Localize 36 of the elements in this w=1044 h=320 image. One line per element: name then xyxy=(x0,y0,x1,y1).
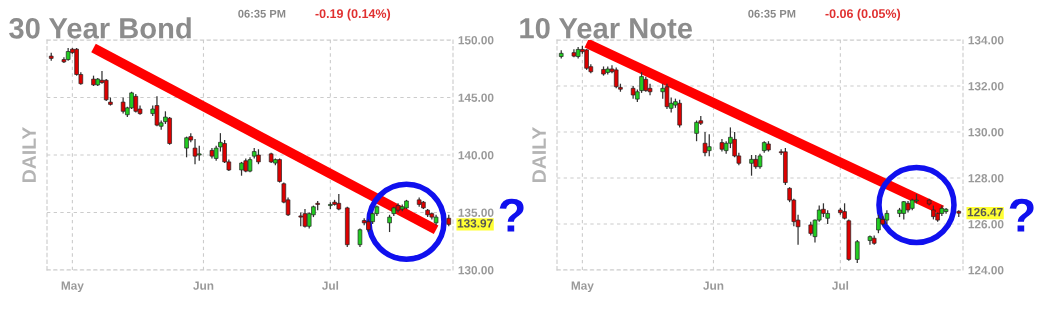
text: -0.06 (0.05%) xyxy=(825,8,901,21)
text: 06:35 PM xyxy=(748,9,796,18)
y-tick-label: 124.00 xyxy=(968,266,1004,275)
y-tick-label: 145.00 xyxy=(458,93,494,102)
text: 06:35 PM xyxy=(238,9,286,18)
y-tick-label: 132.00 xyxy=(968,82,1004,91)
chart-title: 30 Year Bond xyxy=(9,17,191,39)
y-tick-label: 130.00 xyxy=(458,266,494,275)
x-tick-label: Jun xyxy=(193,281,214,290)
y-tick-label: 130.00 xyxy=(968,128,1004,137)
annotation: ? xyxy=(499,198,524,232)
chart-title: 10 Year Note xyxy=(520,17,693,39)
text: -0.19 (0.14%) xyxy=(315,8,391,21)
candlestick xyxy=(702,131,708,157)
annotation: ? xyxy=(1009,198,1034,232)
y-tick-label: 126.00 xyxy=(968,220,1004,229)
text: DAILY xyxy=(22,127,36,182)
candlestick xyxy=(855,239,860,264)
candlestick xyxy=(694,119,699,142)
x-tick-label: Jul xyxy=(322,281,339,290)
x-tick-label: Jun xyxy=(703,281,724,290)
candlestick xyxy=(876,214,881,234)
y-tick-label: 150.00 xyxy=(458,36,494,45)
text: DAILY xyxy=(532,127,546,182)
text: 126.47 xyxy=(967,208,1003,217)
candlestick xyxy=(584,48,589,71)
x-tick-label: Jul xyxy=(832,281,849,290)
x-tick-label: May xyxy=(61,281,84,293)
y-tick-label: 134.00 xyxy=(968,36,1004,45)
candlestick xyxy=(677,99,682,129)
candlestick xyxy=(749,154,754,177)
y-tick-label: 140.00 xyxy=(458,151,494,160)
text: 133.97 xyxy=(457,219,493,228)
y-tick-label: 128.00 xyxy=(968,174,1004,183)
y-tick-label: 135.00 xyxy=(458,208,494,217)
x-tick-label: May xyxy=(571,281,594,293)
